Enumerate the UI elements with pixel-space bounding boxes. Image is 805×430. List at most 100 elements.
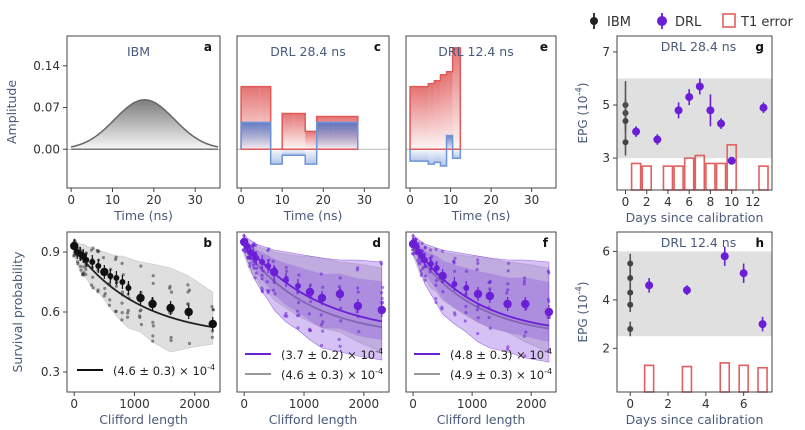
shot-dot-f xyxy=(464,304,468,308)
shot-dot-b xyxy=(187,341,192,346)
plot-frame-d xyxy=(236,231,390,393)
mean-point-f xyxy=(421,257,428,263)
mean-point-d xyxy=(283,277,290,283)
shot-dot-b xyxy=(125,315,130,319)
plot-area-d xyxy=(239,233,387,361)
panel-title-c: DRL 28.4 ns xyxy=(270,44,346,59)
xtick-label-a: 20 xyxy=(146,193,161,207)
shot-dot-d xyxy=(253,276,257,280)
shot-dot-d xyxy=(283,314,287,318)
xtick-label-d: 2000 xyxy=(349,397,380,411)
ytick-label-h: 4 xyxy=(602,293,610,307)
t1-bar-g xyxy=(705,162,716,191)
x-axis-label-b: Clifford length xyxy=(99,412,188,427)
panel-b: Survival probability (4.6 ± 0.3) × 10-4 0 1… xyxy=(10,231,221,427)
mean-point-f xyxy=(463,285,470,291)
shot-dot-d xyxy=(260,273,264,277)
ytick-label-g: 3 xyxy=(602,151,610,165)
pulse-blue-fill-e xyxy=(446,135,453,150)
xtick-label-b: 1000 xyxy=(119,397,150,411)
legend-t1-label: T1 error xyxy=(740,15,793,30)
shot-dot-d xyxy=(339,306,343,310)
shot-dot-d xyxy=(296,301,301,305)
shot-dot-b xyxy=(210,304,214,309)
shot-dot-f xyxy=(476,316,480,320)
pulse-blue-fill-c xyxy=(282,149,294,156)
pulse-red-fill-c xyxy=(293,113,306,150)
global-legend: IBM DRL T1 error xyxy=(590,13,793,30)
xtick-label-d: 0 xyxy=(240,397,248,411)
plot-area-f xyxy=(408,233,554,363)
y-axis-label-h: EPG (10-4) xyxy=(574,282,590,343)
shot-dot-b xyxy=(126,308,130,313)
shot-dot-d xyxy=(297,273,301,277)
xtick-label-g: 2 xyxy=(643,195,651,209)
shot-dot-f xyxy=(417,260,421,264)
shot-dot-d xyxy=(296,326,300,330)
shot-dot-b xyxy=(211,307,215,312)
pulse-red-fill-e xyxy=(440,74,447,150)
mean-point-b xyxy=(100,267,109,277)
mean-point-d xyxy=(253,255,260,261)
shot-dot-f xyxy=(464,310,468,315)
t1-bar-g xyxy=(694,154,706,191)
xtick-label-e: 0 xyxy=(406,193,414,207)
shot-dot-b xyxy=(91,275,95,279)
shot-dot-d xyxy=(241,248,245,252)
panel-title-a: IBM xyxy=(127,44,150,59)
xtick-label-c: 10 xyxy=(275,193,290,207)
shot-dot-f xyxy=(411,234,415,238)
drl-point-g xyxy=(727,156,736,165)
mean-point-f xyxy=(503,299,512,309)
legend-ibm-label: IBM xyxy=(607,15,631,30)
ytick-label-h: 6 xyxy=(602,244,610,258)
drl-point-g xyxy=(685,93,694,102)
drl-point-g xyxy=(759,103,768,112)
legend-label-f-1-base: (4.9 ± 0.3) × 10 xyxy=(450,368,544,382)
shot-dot-d xyxy=(266,248,270,253)
shot-dot-f xyxy=(453,256,457,260)
shot-dot-f xyxy=(522,282,526,286)
mean-point-b xyxy=(125,285,132,291)
plot-frame-g xyxy=(616,35,773,191)
mean-point-d xyxy=(377,305,387,315)
mean-point-d xyxy=(295,283,302,289)
shot-dot-b xyxy=(126,311,130,315)
drl-point-h xyxy=(739,269,748,278)
confidence-band-b-ibm xyxy=(73,237,214,353)
xtick-label-g: 12 xyxy=(745,195,760,209)
shot-dot-d xyxy=(271,288,276,292)
shot-dot-b xyxy=(89,283,94,287)
shot-dot-d xyxy=(356,290,360,294)
shot-dot-b xyxy=(151,334,155,338)
shot-dot-b xyxy=(151,339,155,343)
drl-point-g xyxy=(717,119,726,128)
shot-dot-b xyxy=(97,249,101,253)
pulse-red-fill-c xyxy=(282,113,294,150)
shot-dot-d xyxy=(260,290,265,294)
pulse-blue-fill-c xyxy=(241,122,260,150)
xtick-label-g: 0 xyxy=(622,195,630,209)
shot-dot-d xyxy=(379,291,384,295)
shot-dot-b xyxy=(91,286,95,290)
x-axis-label-a: Time (ns) xyxy=(113,208,173,223)
shot-dot-d xyxy=(252,266,256,270)
mean-point-b xyxy=(208,319,217,329)
legend-label-d-1-exp: -4 xyxy=(375,367,383,376)
mean-point-d xyxy=(269,267,279,277)
panel-label-a: a xyxy=(204,40,212,54)
shot-dot-d xyxy=(254,271,259,275)
y-axis-label-g-exp: -4 xyxy=(574,87,584,95)
pulse-envelope-a xyxy=(70,99,219,148)
shot-dot-b xyxy=(151,320,155,324)
legend-label-d-1: (4.6 ± 0.3) × 10-4 xyxy=(281,367,383,382)
shot-dot-b xyxy=(120,301,124,305)
shot-dot-d xyxy=(272,280,276,285)
shot-dot-b xyxy=(96,290,100,294)
shot-dot-f xyxy=(423,246,427,250)
panel-f: (4.8 ± 0.3) × 10-4(4.9 ± 0.3) × 10-40 100… xyxy=(405,231,557,427)
shot-dot-f xyxy=(428,248,432,252)
shot-dot-d xyxy=(379,260,383,264)
